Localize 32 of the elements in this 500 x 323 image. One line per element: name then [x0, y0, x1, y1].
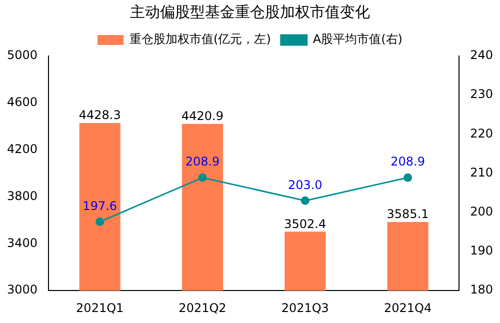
point	[300, 196, 310, 205]
data-label: 3585.1	[386, 207, 429, 222]
y2-tick-label: 210	[470, 165, 493, 180]
data-label: 208.9	[185, 154, 220, 169]
data-label: 197.6	[82, 198, 118, 213]
x-tick-label: 2021Q3	[281, 300, 329, 315]
data-label: 203.0	[288, 178, 322, 192]
y-tick-label: 4200	[6, 142, 38, 156]
y-tick-label: 5000	[6, 48, 38, 62]
y2-tick-label: 230	[470, 87, 493, 102]
data-label: 4428.3	[78, 108, 121, 122]
data-label: 3502.4	[284, 216, 326, 231]
y-tick-label: 3000	[6, 282, 38, 297]
y-tick-label: 4600	[6, 95, 38, 110]
y-tick-label: 3400	[6, 236, 38, 250]
point	[96, 218, 104, 226]
x-tick-label: 2021Q2	[178, 300, 226, 315]
x-tick-label: 2021Q4	[384, 300, 432, 315]
data-label: 208.9	[390, 154, 425, 169]
x-tick-label: 2021Q1	[76, 300, 124, 315]
legend-label: A股平均市值(右)	[312, 32, 402, 46]
point	[404, 173, 412, 182]
y2-tick-label: 240	[470, 48, 493, 62]
data-label: 4420.9	[182, 109, 224, 124]
y2-tick-label: 180	[470, 282, 493, 297]
y2-tick-label: 200	[470, 204, 493, 219]
y-tick-label: 3800	[6, 188, 38, 203]
y2-tick-label: 220	[470, 126, 493, 140]
legend-label: 重仓股加权市值(亿元，左)	[130, 32, 271, 46]
chart-title: 主动偏股型基金重仓股加权市值变化	[130, 2, 370, 21]
y2-tick-label: 190	[470, 244, 493, 258]
point	[198, 173, 207, 182]
